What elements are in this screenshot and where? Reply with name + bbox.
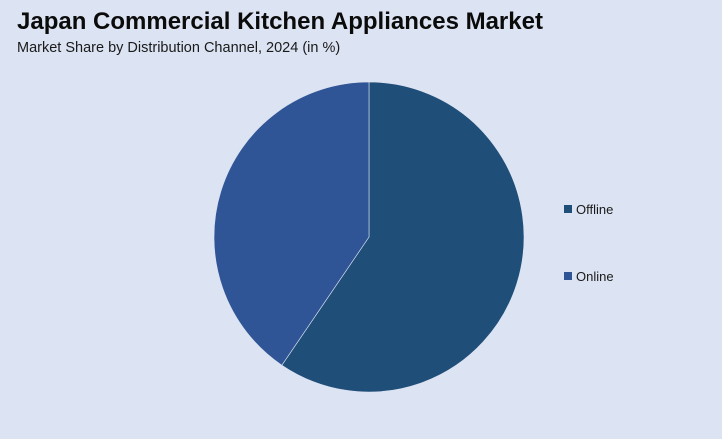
pie-slice-online: [213, 81, 370, 366]
legend-swatch-online: [564, 272, 572, 280]
legend: Offline Online: [564, 201, 614, 335]
legend-label-online: Online: [576, 268, 614, 284]
chart-title: Japan Commercial Kitchen Appliances Mark…: [17, 8, 543, 35]
pie-slice-offline: [281, 81, 525, 393]
legend-label-offline: Offline: [576, 201, 614, 217]
legend-item-online: Online: [564, 268, 614, 284]
legend-item-offline: Offline: [564, 201, 614, 217]
chart-subtitle: Market Share by Distribution Channel, 20…: [17, 40, 341, 56]
legend-swatch-offline: [564, 205, 572, 213]
